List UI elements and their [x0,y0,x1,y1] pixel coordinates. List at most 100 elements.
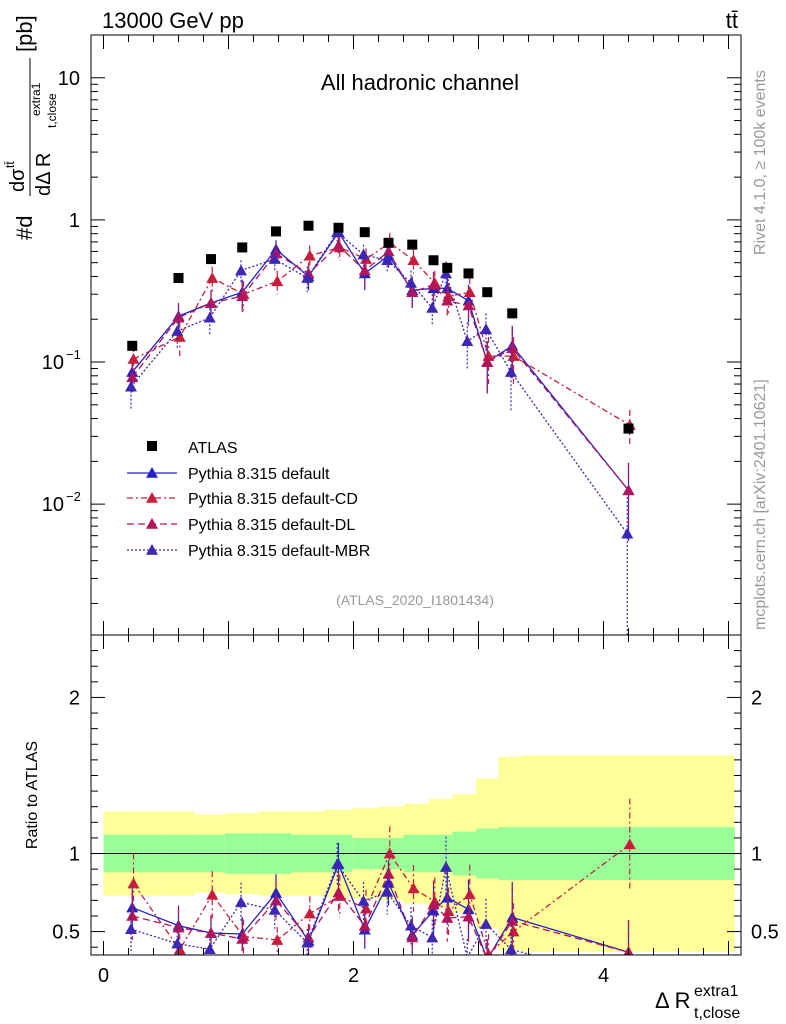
svg-text:extra1: extra1 [29,82,43,116]
series-point [301,272,314,283]
ratio-point [126,909,139,921]
legend: ATLAS Pythia 8.315 default Pythia 8.315 d… [127,440,370,560]
ratio-point [441,912,454,923]
ratio-y-axis-label: Ratio to ATLAS [24,741,41,849]
data-point [271,226,281,237]
data-point [206,254,216,265]
data-point [359,227,370,238]
ratio-point [271,934,284,945]
series-line-3 [130,231,628,535]
series-point [172,311,185,323]
series-point [621,527,634,539]
svg-text:#d: #d [12,216,37,240]
ratio-point [480,918,492,929]
ratio-point [127,877,140,889]
ratio-line-1 [132,843,631,955]
ratio-point [301,936,314,948]
series-point [171,325,184,336]
series-point [270,247,282,259]
series-point [303,249,316,261]
series-point [426,301,439,313]
svg-text:dΔ R: dΔ R [33,153,55,196]
ratio-point [331,858,344,869]
process-label: tt̄ [726,8,738,33]
series-point [427,278,440,290]
data-point [303,220,314,231]
series-point [236,290,249,302]
series-point [405,276,417,288]
mcplots-label: mcplots.cern.ch [arXiv:2401.10621] [752,379,769,630]
main-y-tick-label: 10 [58,68,80,90]
legend-label-1: Pythia 8.315 default-CD [188,491,358,508]
analysis-id: (ATLAS_2020_I1801434) [336,592,494,608]
series-point [203,311,216,323]
main-panel-layer [125,220,636,635]
legend-marker-1 [146,492,158,503]
series-point [357,248,370,260]
series-point [381,254,394,266]
series-point [407,254,420,266]
data-point [383,237,394,248]
ratio-y-tick-label-left: 1 [69,844,80,866]
series-point [205,297,217,308]
data-point [127,340,138,351]
series-line-0 [131,230,630,491]
series-point [127,353,140,364]
legend-label-atlas: ATLAS [188,440,238,457]
ratio-point [426,931,439,943]
chart-title: All hadronic channel [321,70,519,95]
data-point [428,255,439,266]
series-point [268,253,281,264]
ratio-line-0 [132,862,629,955]
data-point [482,287,493,298]
series-point [382,245,395,257]
ratio-y-tick-label-left: 2 [69,687,80,709]
x-tick-label: 4 [598,965,609,987]
data-point [173,273,184,284]
main-y-tick-label: 1 [69,210,80,232]
series-point [358,264,371,276]
main-y-tick-exponent: −2 [66,489,81,504]
ratio-point [270,894,282,906]
series-point [332,239,345,251]
series-point [206,272,219,283]
legend-marker-0 [146,467,158,478]
main-y-tick-label: 10 [42,352,64,374]
rivet-label: Rivet 4.1.0, ≥ 100k events [752,70,769,255]
ratio-panel-frame [90,634,742,956]
legend-label-3: Pythia 8.315 default-MBR [188,543,370,560]
energy-label: 13000 GeV pp [102,8,244,33]
data-point [407,239,418,250]
svg-text:extra1: extra1 [694,983,739,1000]
ratio-point [125,923,137,934]
ratio-y-tick-label-left: 0.5 [52,922,80,944]
svg-text:tt̄: tt̄ [3,161,17,168]
legend-label-2: Pythia 8.315 default-DL [188,517,355,534]
svg-text:t,close: t,close [694,1005,740,1022]
series-point [271,275,284,287]
data-point [507,308,518,319]
series-point [125,380,137,392]
data-point [442,262,453,273]
series-point [441,294,454,306]
svg-text:dσ: dσ [7,168,29,192]
series-point [480,323,492,335]
svg-text:t,close: t,close [45,93,59,128]
series-point [481,356,494,367]
data-point [463,268,474,279]
series-point [406,286,419,297]
series-point [505,366,517,377]
ratio-uncertainty-bands [91,755,741,952]
axis-ticks [91,34,741,955]
series-point [622,484,635,496]
main-y-axis-label: #d dσ tt̄ dΔ R t,close extra1 [pb] [3,15,59,240]
ratio-line-3 [130,862,535,955]
ratio-point [462,910,475,922]
x-tick-label: 0 [98,965,109,987]
data-point [237,242,248,253]
svg-text:[pb]: [pb] [12,15,37,52]
x-axis-label: Δ R extra1 t,close [655,983,740,1022]
series-point [126,371,139,383]
